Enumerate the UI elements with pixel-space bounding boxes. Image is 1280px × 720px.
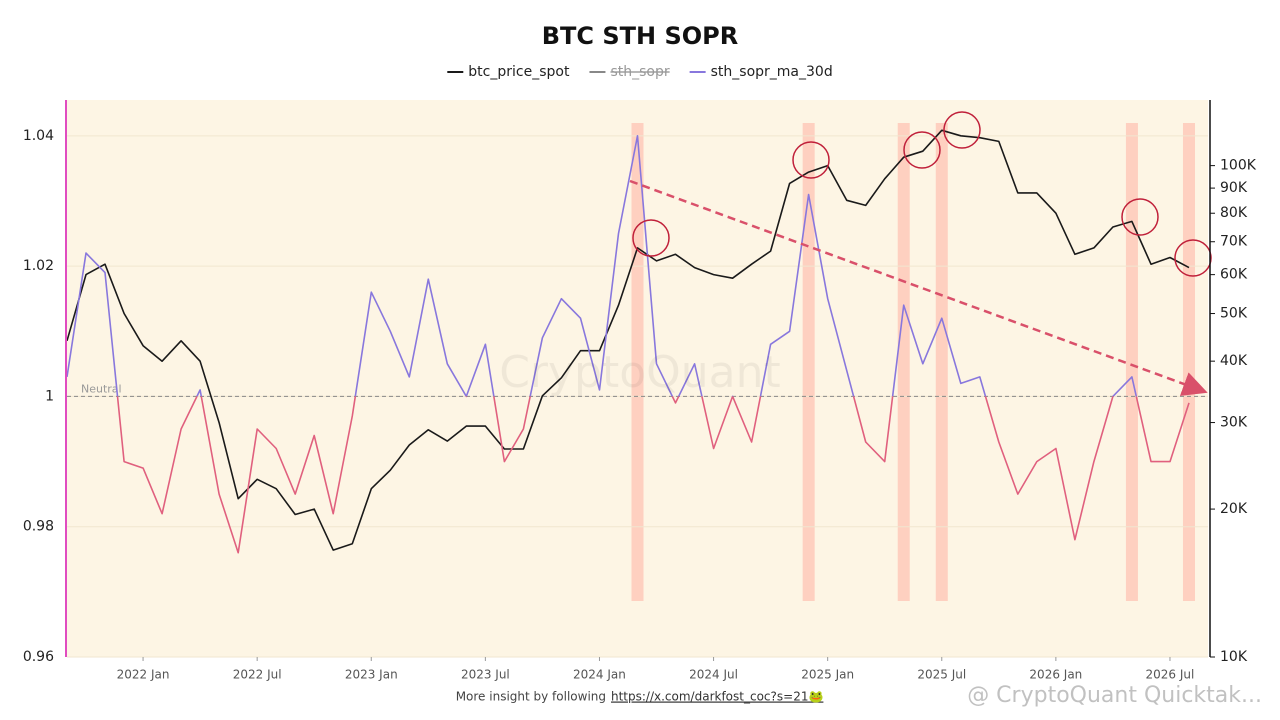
y2-tick-label: 30K xyxy=(1220,415,1248,431)
y2-tick-label: 90K xyxy=(1220,180,1248,196)
y-tick-label: 0.96 xyxy=(23,649,54,665)
legend-label: btc_price_spot xyxy=(468,64,570,80)
corner-watermark: @ CryptoQuant Quicktak... xyxy=(967,683,1262,708)
series-line xyxy=(67,135,1138,397)
x-tick-label: 2023 Jul xyxy=(461,668,510,682)
x-tick-label: 2026 Jan xyxy=(1029,668,1082,682)
highlight-circle xyxy=(632,219,670,257)
legend-item: btc_price_spot xyxy=(447,64,570,80)
x-tick-label: 2025 Jan xyxy=(801,668,854,682)
highlight-circle xyxy=(1121,198,1159,236)
highlight-circle xyxy=(943,111,981,149)
x-tick-label: 2024 Jul xyxy=(689,668,738,682)
legend-label: sth_sopr xyxy=(610,64,669,80)
legend-item: sth_sopr_ma_30d xyxy=(689,64,833,80)
y2-tick-label: 40K xyxy=(1220,353,1248,369)
reference-label: Neutral xyxy=(81,382,122,395)
highlight-band xyxy=(1125,123,1138,601)
y2-tick-label: 50K xyxy=(1220,306,1248,322)
highlight-band xyxy=(802,123,815,601)
trend-arrow xyxy=(629,179,1208,396)
y2-tick-label: 100K xyxy=(1220,158,1257,174)
series-line-negative xyxy=(116,396,1190,554)
x-tick-label: 2022 Jan xyxy=(117,668,170,682)
highlight-band xyxy=(935,123,948,601)
footer-link[interactable]: https://x.com/darkfost_coc?s=21🐸 xyxy=(611,690,823,704)
x-tick-label: 2025 Jul xyxy=(917,668,966,682)
y2-tick-label: 10K xyxy=(1220,649,1248,665)
footer-text: More insight by following xyxy=(456,690,606,704)
highlight-circle xyxy=(903,131,941,169)
x-tick-label: 2024 Jan xyxy=(573,668,626,682)
x-tick-label: 2023 Jan xyxy=(345,668,398,682)
highlight-band xyxy=(631,123,644,601)
plot-layer: Neutral xyxy=(66,111,1212,658)
highlight-circle xyxy=(792,141,830,179)
y-tick-label: 1 xyxy=(45,388,54,404)
watermark: CryptoQuant xyxy=(499,347,781,398)
x-tick-label: 2026 Jul xyxy=(1146,668,1195,682)
y2-tick-label: 20K xyxy=(1220,501,1248,517)
y2-tick-label: 70K xyxy=(1220,234,1248,250)
y2-tick-label: 60K xyxy=(1220,267,1248,283)
highlight-band xyxy=(897,123,910,601)
legend-label: sth_sopr_ma_30d xyxy=(711,64,833,80)
series-line xyxy=(66,129,1190,551)
highlight-band xyxy=(1182,123,1195,601)
y-tick-label: 0.98 xyxy=(23,519,54,535)
y-tick-label: 1.04 xyxy=(23,128,54,144)
y2-tick-label: 80K xyxy=(1220,205,1248,221)
legend-item: sth_sopr xyxy=(589,64,670,80)
x-tick-label: 2022 Jul xyxy=(233,668,282,682)
highlight-circle xyxy=(1174,239,1212,277)
y-tick-label: 1.02 xyxy=(23,258,54,274)
chart-title: BTC STH SOPR xyxy=(542,22,739,50)
